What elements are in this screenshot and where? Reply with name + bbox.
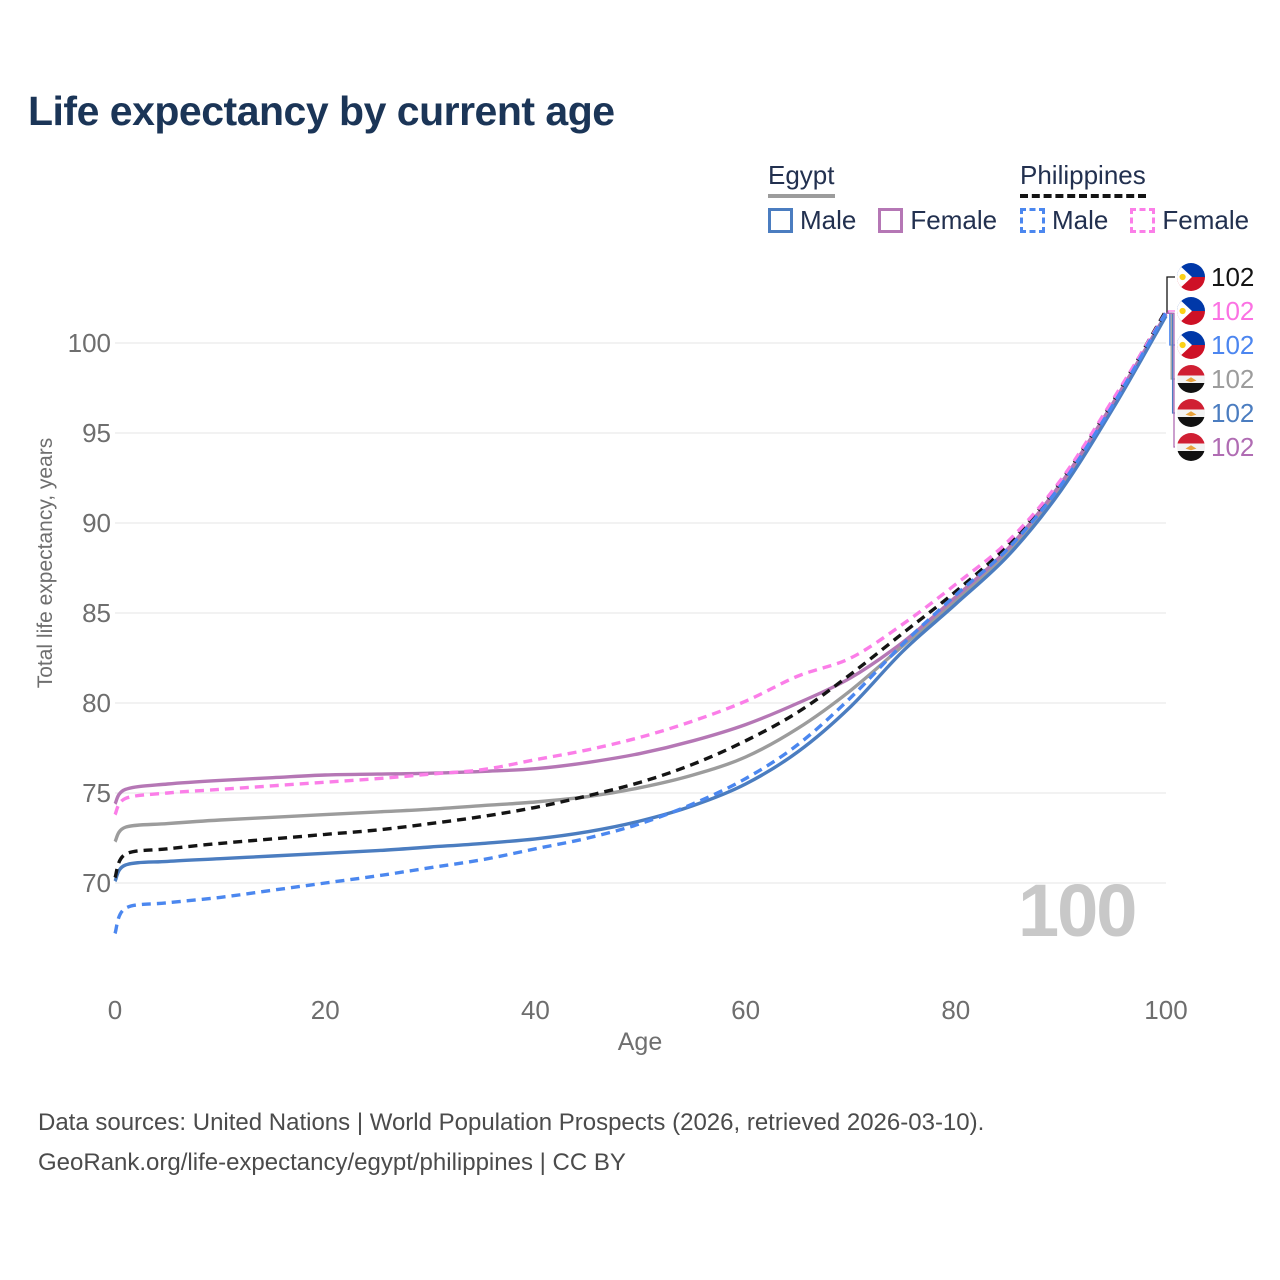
page-title: Life expectancy by current age	[28, 88, 615, 134]
x-axis-title: Age	[617, 1028, 663, 1056]
y-tick-100: 100	[68, 328, 111, 358]
endpoint-value: 102	[1211, 329, 1255, 360]
legend-swatch-philippines-female-icon[interactable]	[1130, 208, 1156, 233]
legend-swatch-egypt-male-icon[interactable]	[768, 208, 793, 233]
series-line-ph_female	[113, 311, 1168, 816]
leader-line-ph_total	[1166, 276, 1175, 314]
endpoint-label-ph-total: 102	[1177, 260, 1254, 294]
endpoint-value: 102	[1211, 261, 1255, 292]
endpoint-label-ph-male: 102	[1177, 328, 1254, 362]
philippines-flag-icon	[1177, 331, 1205, 359]
y-tick-95: 95	[82, 418, 111, 448]
x-tick-80: 80	[941, 995, 970, 1025]
egypt-flag-icon	[1177, 365, 1205, 393]
y-tick-70: 70	[82, 868, 111, 898]
y-axis-title: Total life expectancy, years	[34, 437, 57, 689]
philippines-flag-icon	[1177, 297, 1205, 325]
legend-label-egypt-female[interactable]: Female	[910, 205, 998, 235]
leader-line-eg_female	[1166, 312, 1175, 448]
egypt-flag-icon	[1177, 399, 1205, 427]
legend-group-egypt: Egypt Male Female	[768, 160, 1019, 236]
legend-swatch-philippines-male-icon[interactable]	[1020, 208, 1045, 233]
x-tick-60: 60	[731, 995, 760, 1025]
legend-label-philippines-male[interactable]: Male	[1052, 205, 1109, 235]
series-line-eg_male	[113, 315, 1168, 883]
age-counter-watermark: 100	[1018, 869, 1137, 952]
legend-swatch-egypt-female-icon[interactable]	[878, 208, 904, 233]
attribution-link-text: GeoRank.org/life-expectancy/egypt/philip…	[38, 1149, 626, 1176]
series-line-eg_total	[113, 313, 1168, 843]
legend-group-philippines: Philippines Male Female	[1020, 160, 1271, 236]
x-tick-100: 100	[1144, 995, 1187, 1025]
series-line-ph_male	[113, 311, 1168, 935]
endpoint-labels: 102 102 102 102 102 102	[1177, 260, 1254, 464]
y-tick-90: 90	[82, 508, 111, 538]
endpoint-label-eg-female: 102	[1177, 430, 1254, 464]
x-tick-20: 20	[311, 995, 340, 1025]
x-tick-40: 40	[521, 995, 550, 1025]
endpoint-label-eg-male: 102	[1177, 396, 1254, 430]
series-line-ph_total	[113, 309, 1168, 879]
endpoint-value: 102	[1211, 397, 1255, 428]
x-tick-0: 0	[108, 995, 122, 1025]
legend-philippines-title[interactable]: Philippines	[1020, 160, 1146, 198]
philippines-flag-icon	[1177, 263, 1205, 291]
series-line-eg_female	[113, 313, 1168, 805]
endpoint-value: 102	[1211, 363, 1255, 394]
y-tick-85: 85	[82, 598, 111, 628]
endpoint-value: 102	[1211, 431, 1255, 462]
legend-label-philippines-female[interactable]: Female	[1162, 205, 1250, 235]
data-sources-text: Data sources: United Nations | World Pop…	[38, 1109, 985, 1136]
endpoint-value: 102	[1211, 295, 1255, 326]
endpoint-label-eg-total: 102	[1177, 362, 1254, 396]
y-tick-75: 75	[82, 778, 111, 808]
legend-egypt-title[interactable]: Egypt	[768, 160, 835, 198]
egypt-flag-icon	[1177, 433, 1205, 461]
y-tick-80: 80	[82, 688, 111, 718]
endpoint-label-ph-female: 102	[1177, 294, 1254, 328]
legend-label-egypt-male[interactable]: Male	[800, 205, 857, 235]
